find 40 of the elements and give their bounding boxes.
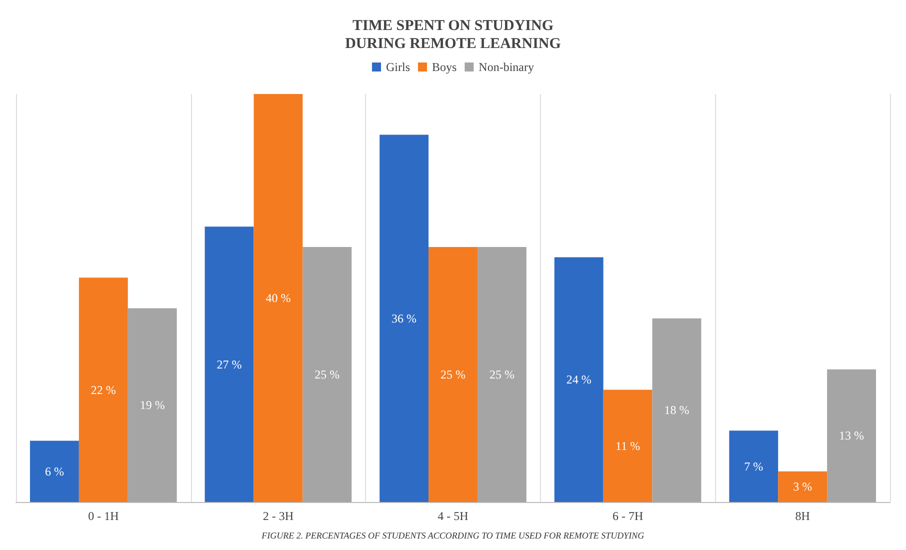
bar: [302, 247, 352, 502]
bar: [729, 430, 778, 502]
data-label: 11 %: [616, 438, 640, 453]
bar: [254, 94, 303, 502]
bar: [204, 226, 254, 502]
data-label: 36 %: [392, 311, 417, 326]
x-tick-label: 2 - 3H: [262, 509, 294, 523]
data-label: 3 %: [793, 480, 812, 494]
data-label: 7 %: [744, 459, 764, 474]
data-label: 6 %: [44, 464, 64, 478]
data-label: 19 %: [140, 398, 165, 412]
data-label: 40 %: [266, 291, 291, 305]
data-label: 25 %: [440, 368, 466, 382]
bar: [652, 318, 702, 502]
x-tick-label: 0 - 1H: [88, 509, 120, 523]
legend-label: Non-binary: [478, 60, 534, 74]
data-label: 22 %: [90, 382, 116, 397]
data-label: 27 %: [216, 357, 242, 372]
data-label: 13 %: [839, 428, 864, 443]
data-label: 25 %: [489, 368, 514, 382]
bar: [78, 278, 128, 502]
bar: [554, 257, 604, 502]
data-label: 24 %: [566, 372, 592, 387]
legend-label: Girls: [386, 60, 410, 74]
x-tick-label: 8H: [795, 509, 810, 523]
bar: [30, 440, 79, 502]
data-label: 18 %: [664, 403, 690, 418]
bar: [380, 134, 429, 502]
caption: FIGURE 2. PERCENTAGES OF STUDENTS ACCORDING TO TIME USED FOR REMOTE STUDYING: [260, 530, 645, 540]
bar: [603, 390, 652, 502]
data-label: 25 %: [314, 368, 340, 382]
legend-label: Boys: [432, 60, 458, 74]
x-tick-label: 4 - 5H: [438, 509, 469, 523]
bar: [827, 369, 876, 502]
bar: [128, 308, 177, 502]
chart-title: TIME SPENT ON STUDYING DURING REMOTE LEARNING: [345, 18, 562, 52]
x-tick-label: 6 - 7H: [612, 509, 644, 523]
bar: [428, 247, 478, 502]
bar: [477, 247, 526, 502]
bar: [778, 471, 828, 502]
